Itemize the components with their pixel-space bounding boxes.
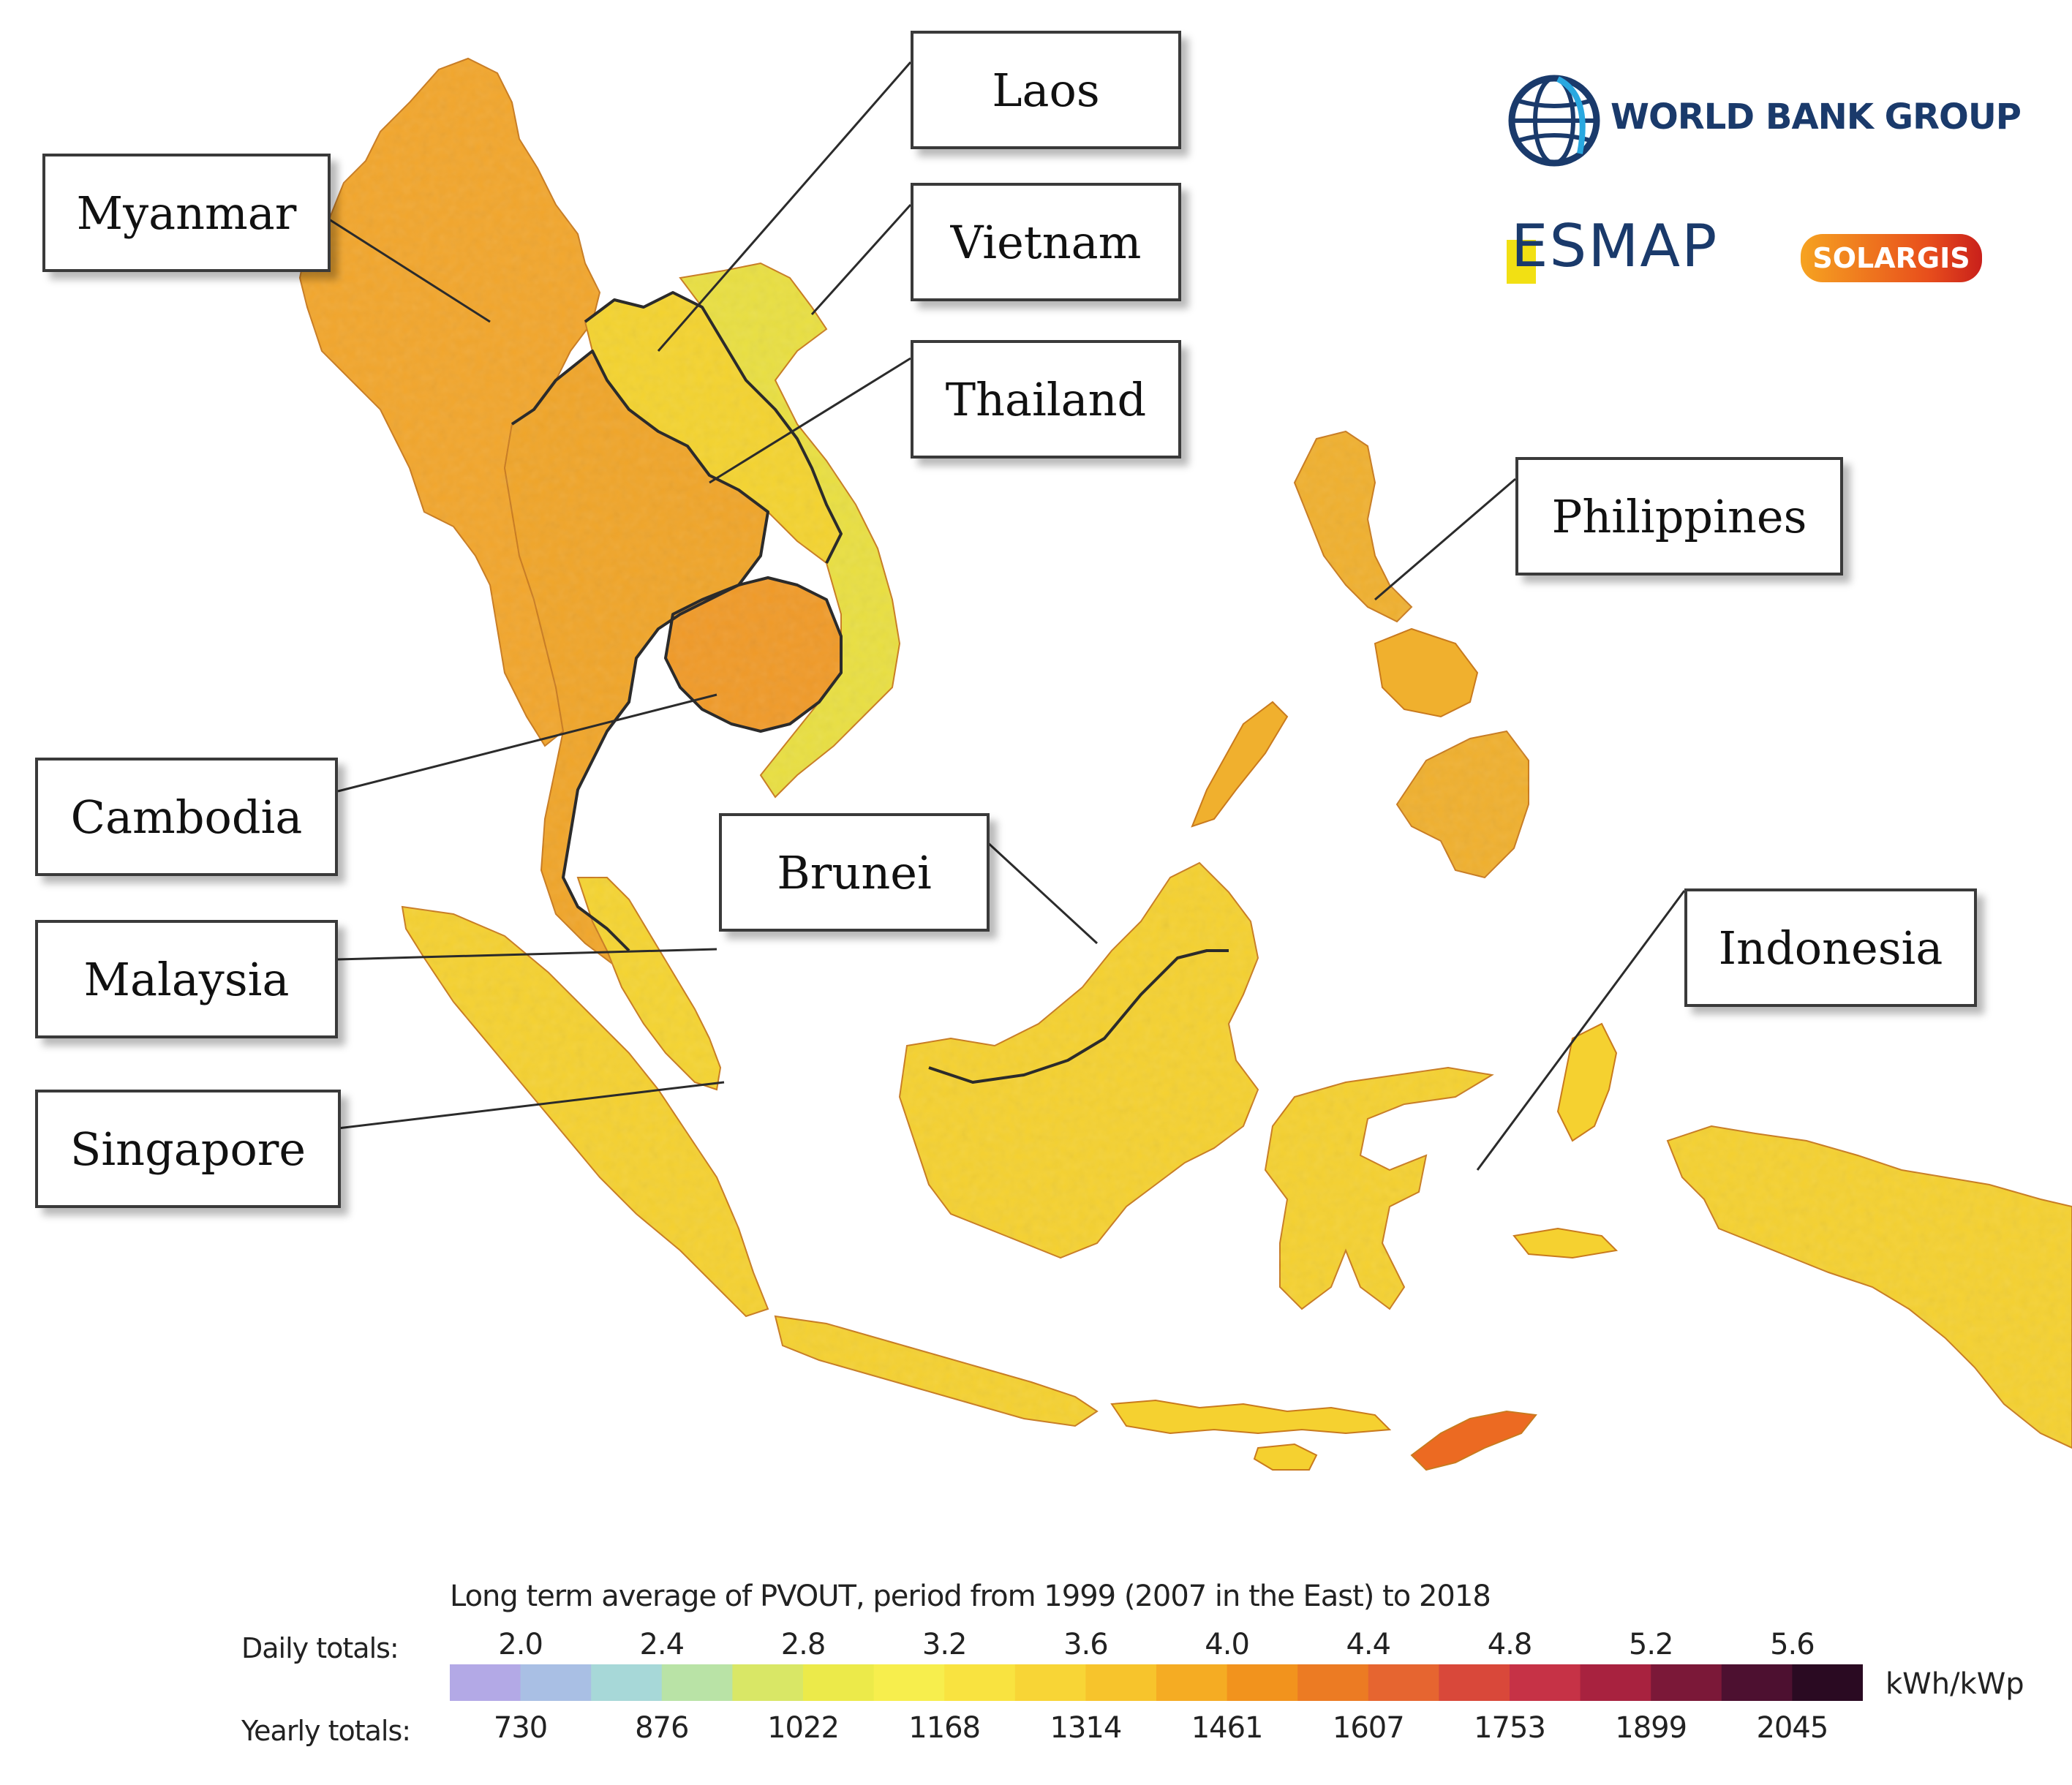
world-bank-text: WORLD BANK GROUP (1610, 97, 2022, 137)
daily-tick: 4.0 (1205, 1628, 1250, 1661)
label-brunei: Brunei (719, 813, 990, 932)
label-cambodia-text: Cambodia (70, 790, 303, 844)
legend-yearly-label: Yearly totals: (241, 1715, 411, 1747)
label-malaysia: Malaysia (35, 920, 338, 1038)
logo-area: WORLD BANK GROUP ESMAP SOLARGIS (1448, 51, 2033, 314)
label-singapore: Singapore (35, 1090, 341, 1208)
yearly-tick: 2045 (1756, 1711, 1828, 1745)
island-maluku (1556, 1022, 1618, 1142)
island-seram (1512, 1227, 1619, 1259)
yearly-tick: 1168 (908, 1711, 981, 1745)
country-borders (511, 291, 1229, 1084)
legend-daily-label: Daily totals: (241, 1632, 399, 1664)
legend: Long term average of PVOUT, period from … (0, 1565, 2072, 1785)
yearly-tick: 1607 (1332, 1711, 1405, 1745)
colorbar-segment (1580, 1664, 1652, 1701)
label-myanmar: Myanmar (42, 154, 331, 272)
island-palawan (1191, 701, 1289, 828)
daily-tick: 4.4 (1346, 1628, 1391, 1661)
esmap-mark-icon (1507, 240, 1536, 284)
label-vietnam: Vietnam (911, 183, 1181, 301)
island-lesser-sunda (1110, 1399, 1392, 1435)
yearly-tick: 730 (493, 1711, 548, 1745)
label-singapore-text: Singapore (69, 1122, 306, 1176)
colorbar-segment (1439, 1664, 1510, 1701)
label-cambodia: Cambodia (35, 758, 338, 876)
colorbar-segment (803, 1664, 875, 1701)
yearly-tick: 1022 (767, 1711, 840, 1745)
label-malaysia-text: Malaysia (83, 952, 290, 1006)
label-laos: Laos (911, 31, 1181, 149)
colorbar-segment (661, 1664, 734, 1701)
colorbar-segment (1721, 1664, 1793, 1701)
daily-tick: 2.0 (498, 1628, 543, 1661)
colorbar-segment (1792, 1664, 1863, 1701)
esmap-text: ESMAP (1511, 212, 1719, 280)
legend-unit: kWh/kWp (1885, 1667, 2024, 1701)
label-philippines-text: Philippines (1551, 489, 1807, 543)
yearly-tick: 1899 (1615, 1711, 1687, 1745)
colorbar-segment (520, 1664, 592, 1701)
label-vietnam-text: Vietnam (950, 215, 1142, 269)
legend-colorbar (450, 1664, 1863, 1701)
label-myanmar-text: Myanmar (76, 186, 297, 240)
solargis-logo: SOLARGIS (1801, 234, 1982, 282)
daily-tick: 2.4 (639, 1628, 685, 1661)
colorbar-segment (450, 1664, 521, 1701)
yearly-tick: 1753 (1474, 1711, 1546, 1745)
island-sumba (1253, 1443, 1318, 1471)
world-bank-globe-icon (1508, 75, 1600, 167)
colorbar-segment (1510, 1664, 1581, 1701)
label-laos-text: Laos (992, 63, 1100, 117)
island-timor (1410, 1410, 1537, 1471)
label-indonesia: Indonesia (1684, 888, 1977, 1007)
colorbar-segment (732, 1664, 804, 1701)
colorbar-segment (873, 1664, 946, 1701)
colorbar-segment (1297, 1664, 1369, 1701)
yearly-tick: 1461 (1191, 1711, 1264, 1745)
colorbar-segment (591, 1664, 663, 1701)
daily-tick: 2.8 (780, 1628, 826, 1661)
colorbar-segment (1651, 1664, 1722, 1701)
yearly-tick: 1314 (1050, 1711, 1122, 1745)
daily-tick: 3.2 (922, 1628, 968, 1661)
colorbar-segment (1014, 1664, 1087, 1701)
label-thailand-text: Thailand (945, 372, 1147, 426)
legend-title: Long term average of PVOUT, period from … (450, 1580, 1491, 1613)
island-visayas (1374, 627, 1479, 718)
colorbar-segment (1085, 1664, 1157, 1701)
daily-tick: 5.2 (1628, 1628, 1674, 1661)
colorbar-segment (944, 1664, 1016, 1701)
label-indonesia-text: Indonesia (1718, 921, 1943, 975)
colorbar-segment (1156, 1664, 1228, 1701)
daily-tick: 3.6 (1063, 1628, 1109, 1661)
daily-tick: 4.8 (1487, 1628, 1533, 1661)
colorbar-segment (1368, 1664, 1440, 1701)
solargis-text: SOLARGIS (1812, 242, 1970, 274)
colorbar-segment (1227, 1664, 1299, 1701)
yearly-tick: 876 (635, 1711, 689, 1745)
leader-lines (328, 61, 1686, 1171)
label-philippines: Philippines (1515, 457, 1843, 575)
daily-tick: 5.6 (1770, 1628, 1815, 1661)
label-brunei-text: Brunei (777, 845, 932, 899)
label-thailand: Thailand (911, 340, 1181, 458)
